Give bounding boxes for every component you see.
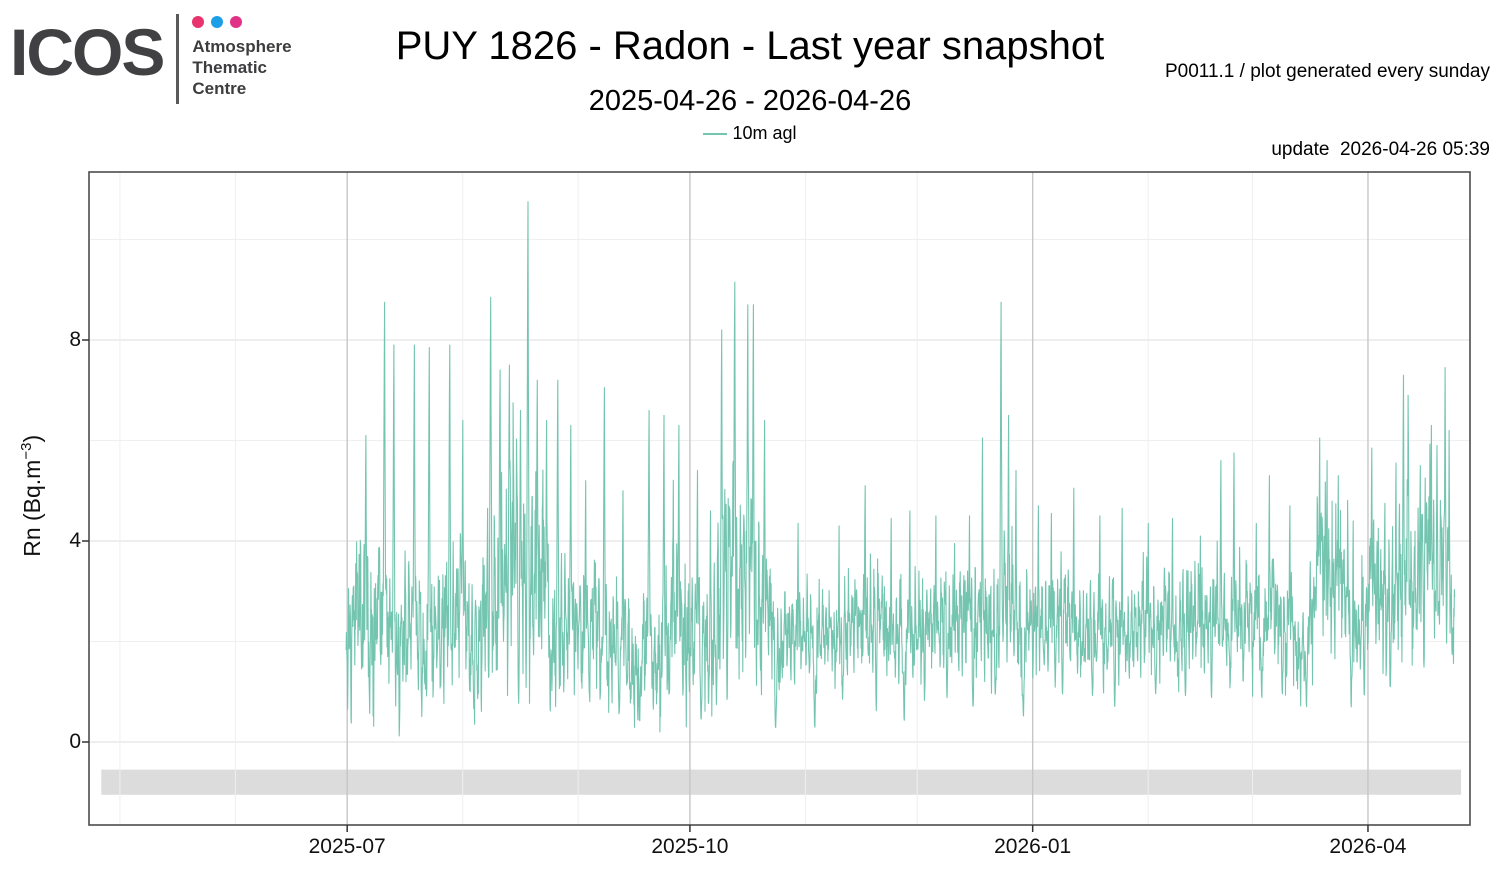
x-tick-label: 2025-07: [308, 835, 386, 858]
legend-label: 10m agl: [732, 123, 797, 143]
org-name: Atmosphere Thematic Centre: [192, 37, 292, 98]
title-block: PUY 1826 - Radon - Last year snapshot 20…: [0, 24, 1500, 144]
y-tick-label: 0: [69, 730, 81, 753]
no-data-band: [101, 769, 1462, 795]
x-tick-label: 2025-10: [651, 835, 729, 858]
radon-series-line: [345, 201, 1456, 737]
logo-dots-icon: [192, 16, 291, 28]
page-title: PUY 1826 - Radon - Last year snapshot: [395, 24, 1105, 68]
update-timestamp: update 2026-04-26 05:39: [1271, 139, 1490, 160]
brand-dot-blue-icon: [211, 16, 224, 28]
x-tick-label: 2026-01: [994, 835, 1072, 858]
icos-logo: ICOS Atmosphere Thematic Centre: [10, 6, 292, 104]
logo-divider-icon: [176, 14, 180, 104]
x-tick-label: 2026-04: [1329, 835, 1407, 858]
brand-dot-pink-icon: [192, 16, 205, 28]
y-axis-title-exponent: −3: [18, 442, 36, 460]
y-tick-label: 4: [69, 529, 81, 552]
logo-text-block: Atmosphere Thematic Centre: [192, 6, 292, 99]
y-tick-label: 8: [69, 328, 81, 351]
date-range-subtitle: 2025-04-26 - 2026-04-26: [588, 85, 912, 117]
y-axis-title: Rn (Bq.m−3): [18, 346, 46, 646]
plot-id-line: P0011.1 / plot generated every sunday: [1165, 61, 1490, 82]
legend: 10m agl: [0, 123, 1500, 144]
y-axis-title-close: ): [18, 434, 45, 443]
brand-dot-magenta-icon: [230, 16, 243, 28]
plot-info: P0011.1 / plot generated every sunday up…: [1165, 7, 1490, 215]
icos-wordmark: ICOS: [10, 15, 165, 89]
legend-line-swatch-icon: [703, 132, 728, 135]
header: ICOS Atmosphere Thematic Centre PUY 1826…: [0, 0, 1500, 170]
y-axis-title-text: Rn (Bq.m: [18, 459, 45, 557]
panel-border: [88, 171, 1471, 826]
